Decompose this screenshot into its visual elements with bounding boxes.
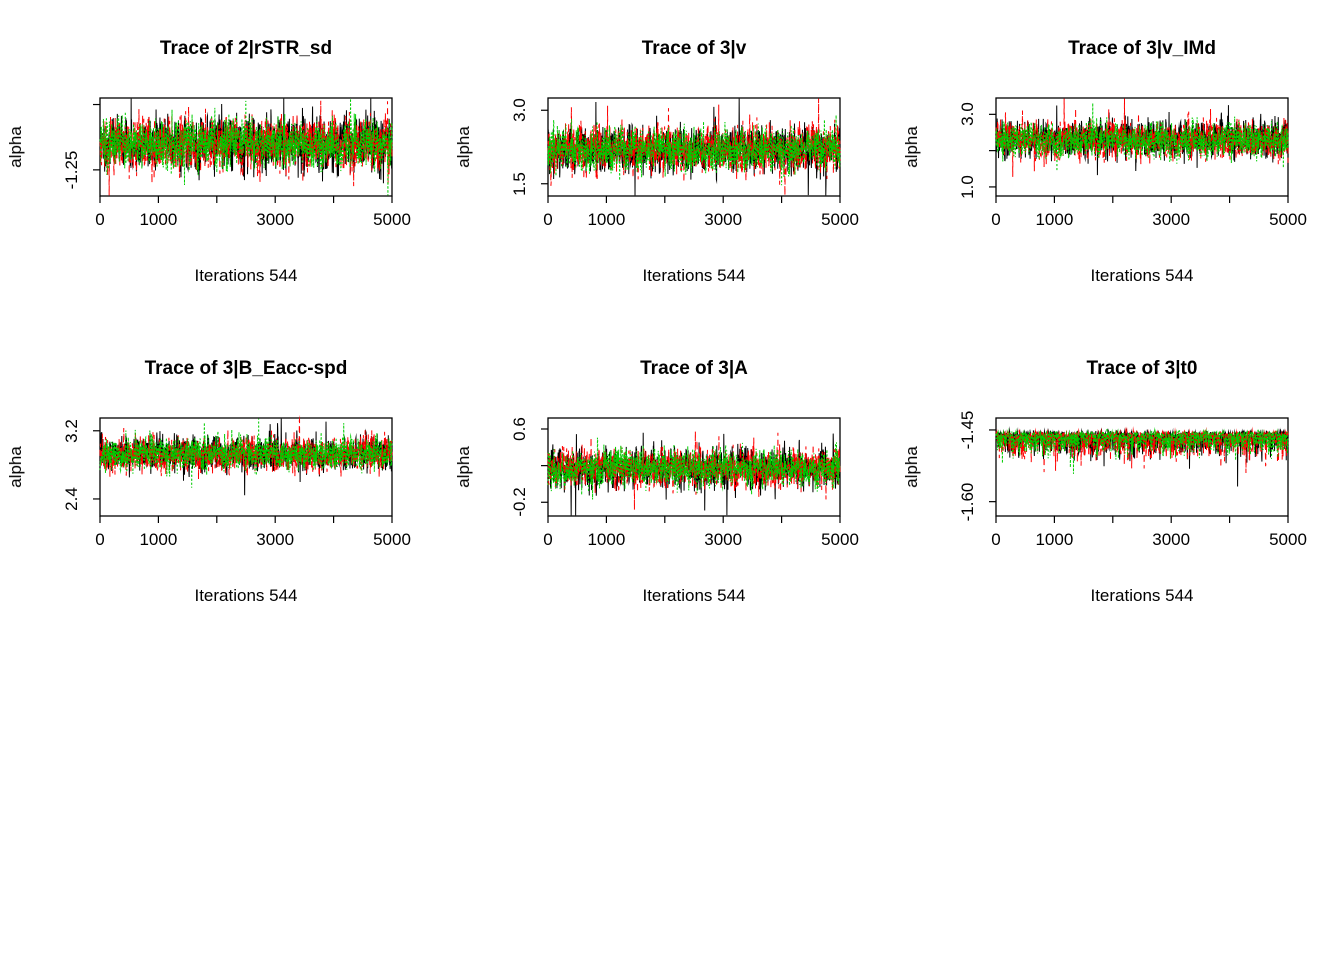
x-tick-label: 0: [991, 530, 1001, 549]
plot-title: Trace of 3|t0: [1086, 358, 1198, 379]
x-tick-label: 5000: [821, 210, 859, 229]
x-tick-label: 0: [543, 530, 553, 549]
y-axis-label: alpha: [902, 446, 921, 488]
trace-plot-cell: Trace of 3|B_Eacc-spd alpha Iterations 5…: [0, 320, 448, 640]
y-tick-label: -0.2: [510, 487, 529, 517]
plot-title: Trace of 3|v_IMd: [1068, 38, 1216, 59]
x-axis-label: Iterations 544: [1090, 266, 1194, 285]
x-tick-label: 0: [543, 210, 553, 229]
y-tick-label: 1.0: [958, 175, 977, 199]
y-tick-label: 3.2: [62, 418, 81, 443]
y-tick-label: 3.0: [958, 102, 977, 127]
trace-plot-canvas: [448, 0, 896, 320]
x-tick-label: 1000: [587, 210, 626, 229]
x-tick-label: 3000: [704, 210, 743, 229]
trace-plot-canvas: [0, 0, 448, 320]
x-tick-label: 5000: [373, 210, 411, 229]
trace-plot-canvas: [0, 320, 448, 640]
x-tick-label: 1000: [139, 530, 178, 549]
x-axis-label: Iterations 544: [194, 586, 298, 605]
x-tick-label: 0: [95, 530, 105, 549]
y-tick-label: 3.0: [510, 98, 529, 123]
x-tick-label: 0: [95, 210, 105, 229]
x-tick-label: 5000: [821, 530, 859, 549]
trace-plot-cell: Trace of 3|t0 alpha Iterations 544 0 1000…: [896, 320, 1344, 640]
x-tick-label: 1000: [139, 210, 178, 229]
x-tick-label: 3000: [1152, 210, 1191, 229]
trace-plot-canvas: [896, 0, 1344, 320]
y-axis-label: alpha: [902, 126, 921, 168]
x-tick-label: 5000: [373, 530, 411, 549]
y-tick-label: 2.4: [62, 487, 81, 511]
x-tick-label: 1000: [587, 530, 626, 549]
y-axis-label: alpha: [454, 446, 473, 488]
trace-plot-grid: Trace of 2|rSTR_sd alpha Iterations 544 …: [0, 0, 1344, 640]
x-tick-label: 3000: [256, 210, 295, 229]
trace-plot-canvas: [448, 320, 896, 640]
x-axis-label: Iterations 544: [1090, 586, 1194, 605]
plot-title: Trace of 3|A: [640, 358, 748, 379]
y-tick-label: 0.6: [510, 417, 529, 441]
y-axis-label: alpha: [454, 126, 473, 168]
x-axis-label: Iterations 544: [642, 266, 746, 285]
trace-plot-cell: Trace of 3|v alpha Iterations 544 0 1000 3…: [448, 0, 896, 320]
x-tick-label: 5000: [1269, 530, 1307, 549]
x-tick-label: 3000: [256, 530, 295, 549]
trace-plot-cell: Trace of 3|A alpha Iterations 544 0 1000 3…: [448, 320, 896, 640]
y-tick-label: -1.25: [62, 150, 81, 190]
y-tick-label: -1.60: [958, 482, 977, 522]
x-tick-label: 3000: [1152, 530, 1191, 549]
y-axis-label: alpha: [6, 446, 25, 488]
trace-plot-cell: Trace of 2|rSTR_sd alpha Iterations 544 …: [0, 0, 448, 320]
y-axis-label: alpha: [6, 126, 25, 168]
x-tick-label: 1000: [1035, 530, 1074, 549]
plot-title: Trace of 2|rSTR_sd: [159, 38, 333, 59]
plot-title: Trace of 3|B_Eacc-spd: [144, 358, 348, 379]
x-tick-label: 3000: [704, 530, 743, 549]
y-tick-label: -1.45: [958, 410, 977, 450]
plot-title: Trace of 3|v: [641, 38, 747, 59]
x-axis-label: Iterations 544: [194, 266, 298, 285]
y-tick-label: 1.5: [510, 171, 529, 196]
x-tick-label: 5000: [1269, 210, 1307, 229]
x-axis-label: Iterations 544: [642, 586, 746, 605]
x-tick-label: 0: [991, 210, 1001, 229]
trace-plot-canvas: [896, 320, 1344, 640]
x-tick-label: 1000: [1035, 210, 1074, 229]
